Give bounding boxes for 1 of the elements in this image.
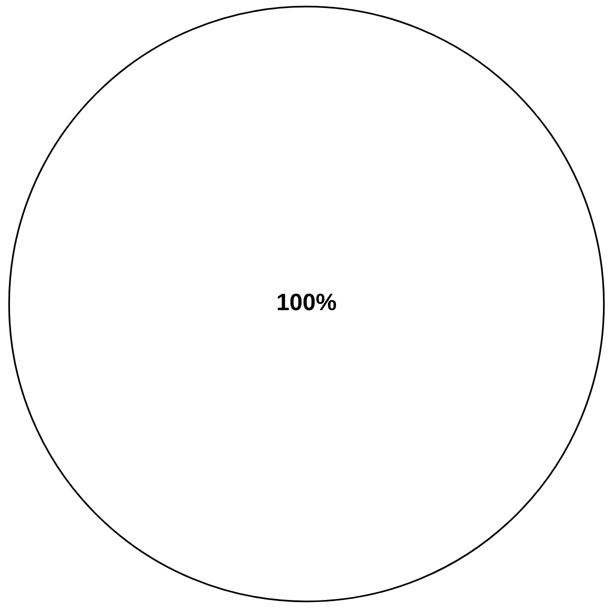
data-label: 100%	[278, 294, 336, 310]
